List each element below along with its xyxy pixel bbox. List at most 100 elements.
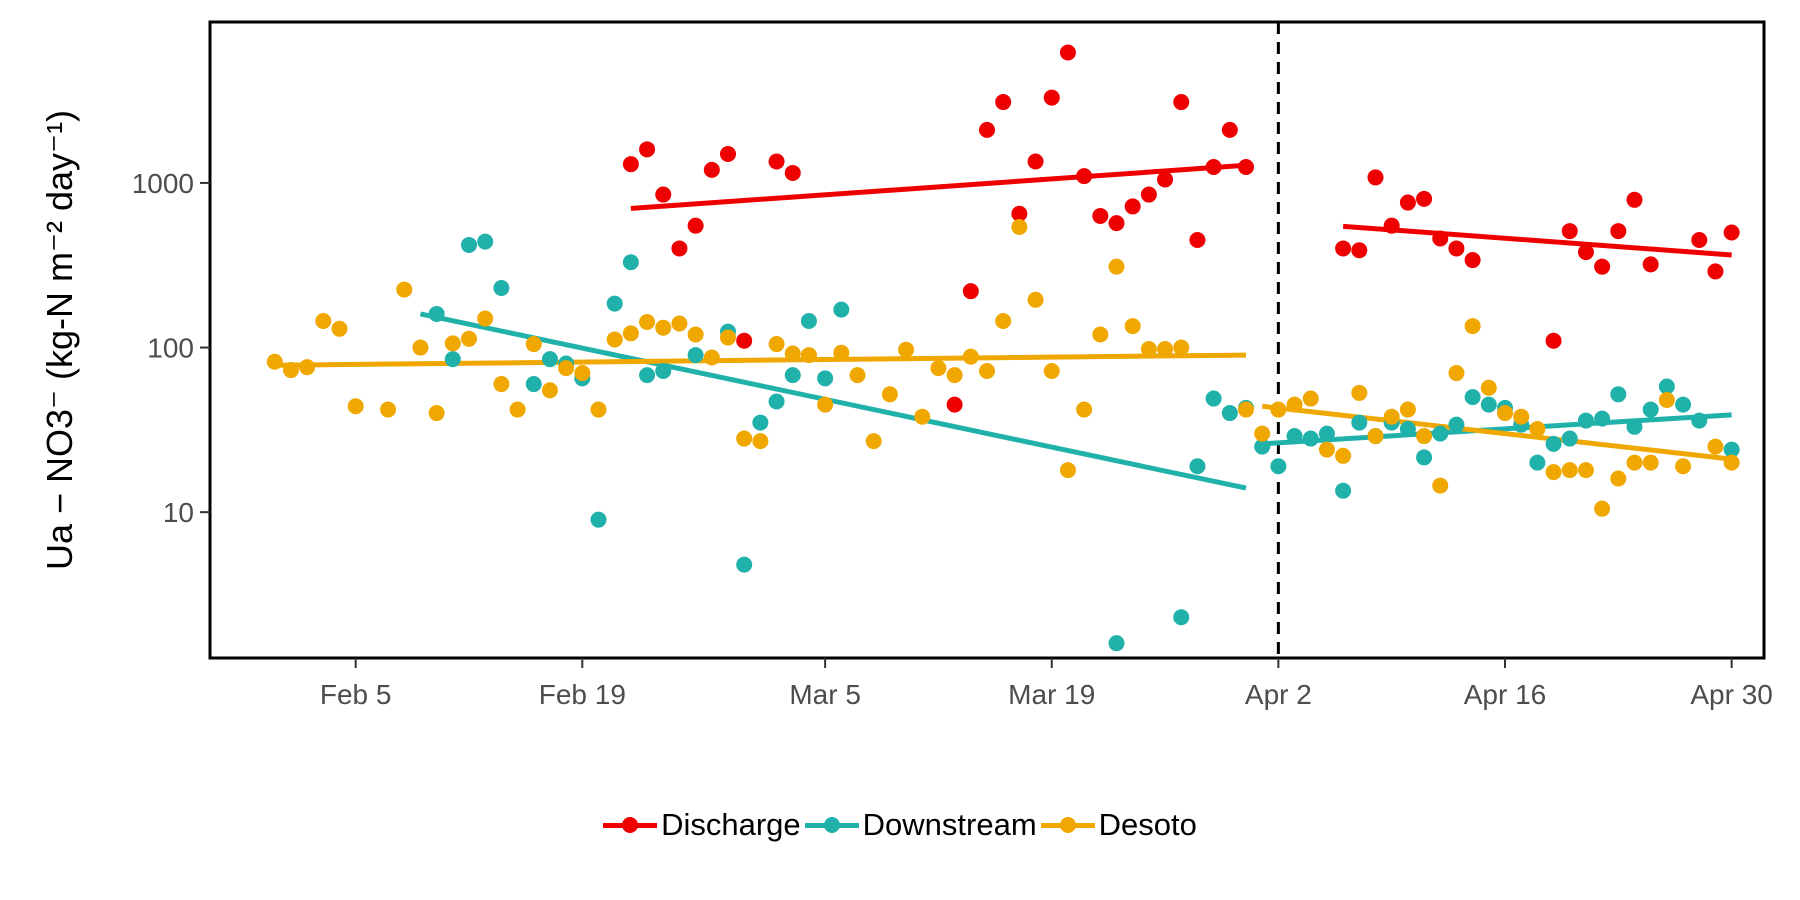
data-point-discharge bbox=[1707, 263, 1724, 280]
data-point-desoto bbox=[736, 430, 753, 447]
data-point-desoto bbox=[331, 320, 348, 337]
data-point-desoto bbox=[639, 313, 656, 330]
data-point-desoto bbox=[1367, 428, 1384, 445]
data-point-downstream bbox=[493, 280, 510, 297]
data-point-downstream bbox=[817, 370, 834, 387]
data-point-downstream bbox=[1626, 418, 1643, 435]
data-point-downstream bbox=[1108, 635, 1125, 652]
legend-label: Downstream bbox=[862, 807, 1037, 842]
legend: Discharge Downstream Desoto bbox=[0, 800, 1800, 850]
data-point-desoto bbox=[1399, 401, 1416, 418]
data-point-desoto bbox=[655, 319, 672, 336]
data-point-desoto bbox=[1270, 401, 1287, 418]
legend-item-discharge: Discharge bbox=[603, 807, 801, 843]
data-point-desoto bbox=[1497, 405, 1513, 422]
data-point-discharge bbox=[979, 121, 995, 138]
trend-line-discharge-2 bbox=[1342, 223, 1732, 258]
data-point-discharge bbox=[1351, 242, 1368, 259]
data-point-desoto bbox=[1675, 458, 1692, 475]
data-point-desoto bbox=[1610, 470, 1627, 487]
data-point-discharge bbox=[1610, 223, 1627, 240]
data-point-downstream bbox=[1189, 458, 1206, 475]
y-tick-label: 10 bbox=[163, 497, 194, 528]
data-point-desoto bbox=[266, 353, 283, 370]
plot-frame bbox=[208, 20, 1766, 660]
data-point-desoto bbox=[1642, 454, 1659, 471]
y-tick-label: 100 bbox=[147, 333, 194, 364]
data-point-downstream bbox=[655, 363, 672, 380]
data-point-desoto bbox=[1707, 438, 1724, 455]
data-point-desoto bbox=[995, 312, 1012, 329]
data-point-discharge bbox=[1691, 232, 1708, 249]
data-point-discharge bbox=[995, 94, 1012, 111]
trend-line-desoto-2 bbox=[1261, 403, 1732, 462]
data-point-desoto bbox=[315, 312, 332, 329]
x-tick-label: Mar 19 bbox=[1008, 679, 1095, 710]
data-point-desoto bbox=[1302, 390, 1319, 407]
legend-item-desoto: Desoto bbox=[1040, 807, 1197, 843]
data-point-downstream bbox=[1432, 425, 1449, 442]
data-point-desoto bbox=[1254, 425, 1271, 442]
data-point-discharge bbox=[784, 164, 801, 181]
x-tick-label: Apr 30 bbox=[1690, 679, 1773, 710]
data-point-desoto bbox=[1027, 291, 1044, 308]
data-point-desoto bbox=[784, 345, 801, 362]
data-point-downstream bbox=[428, 305, 445, 322]
data-point-desoto bbox=[865, 433, 882, 450]
data-point-desoto bbox=[1351, 384, 1368, 401]
legend-key-icon bbox=[603, 810, 658, 840]
data-point-desoto bbox=[800, 347, 817, 364]
data-point-desoto bbox=[1043, 363, 1060, 380]
data-point-discharge bbox=[1076, 168, 1093, 185]
data-point-discharge bbox=[1205, 158, 1222, 175]
data-point-discharge bbox=[1157, 171, 1174, 188]
data-point-downstream bbox=[1318, 425, 1335, 442]
data-point-desoto bbox=[1286, 396, 1303, 413]
data-point-discharge bbox=[671, 240, 688, 257]
data-point-downstream bbox=[1723, 441, 1740, 458]
data-point-desoto bbox=[1173, 339, 1190, 356]
data-point-desoto bbox=[380, 401, 397, 418]
data-point-downstream bbox=[1529, 454, 1546, 471]
data-point-downstream bbox=[1270, 458, 1287, 475]
data-point-discharge bbox=[736, 332, 753, 349]
data-point-desoto bbox=[1577, 462, 1594, 479]
data-point-desoto bbox=[930, 360, 947, 377]
data-point-discharge bbox=[1059, 44, 1076, 61]
data-point-discharge bbox=[1027, 153, 1044, 170]
data-point-downstream bbox=[736, 556, 753, 573]
data-point-downstream bbox=[784, 367, 801, 384]
data-point-downstream bbox=[1577, 412, 1594, 429]
data-point-downstream bbox=[1416, 449, 1433, 466]
data-point-discharge bbox=[703, 161, 720, 178]
data-point-desoto bbox=[444, 335, 461, 352]
data-point-desoto bbox=[493, 376, 510, 393]
data-point-desoto bbox=[671, 315, 688, 332]
data-point-discharge bbox=[1642, 256, 1659, 273]
data-point-desoto bbox=[1529, 420, 1546, 437]
data-point-desoto bbox=[1448, 365, 1465, 382]
data-point-desoto bbox=[1124, 318, 1141, 335]
data-point-desoto bbox=[1076, 401, 1093, 418]
data-point-discharge bbox=[622, 156, 639, 173]
data-point-downstream bbox=[1286, 428, 1303, 445]
data-point-desoto bbox=[1432, 477, 1449, 494]
data-point-desoto bbox=[849, 367, 866, 384]
data-point-desoto bbox=[687, 326, 704, 343]
data-point-desoto bbox=[720, 329, 736, 346]
data-point-desoto bbox=[1723, 454, 1740, 471]
data-point-downstream bbox=[1464, 389, 1481, 406]
plot-marks bbox=[266, 22, 1740, 658]
data-point-downstream bbox=[1351, 414, 1368, 431]
data-point-desoto bbox=[622, 325, 639, 342]
data-point-discharge bbox=[946, 396, 963, 413]
data-point-discharge bbox=[1011, 205, 1028, 222]
data-point-downstream bbox=[444, 351, 461, 368]
data-point-discharge bbox=[1626, 191, 1643, 208]
data-point-desoto bbox=[703, 349, 720, 366]
x-tick-label: Feb 5 bbox=[320, 679, 392, 710]
data-point-downstream bbox=[800, 312, 817, 329]
data-point-desoto bbox=[768, 336, 785, 353]
data-point-discharge bbox=[1367, 169, 1384, 186]
data-point-desoto bbox=[574, 365, 591, 382]
